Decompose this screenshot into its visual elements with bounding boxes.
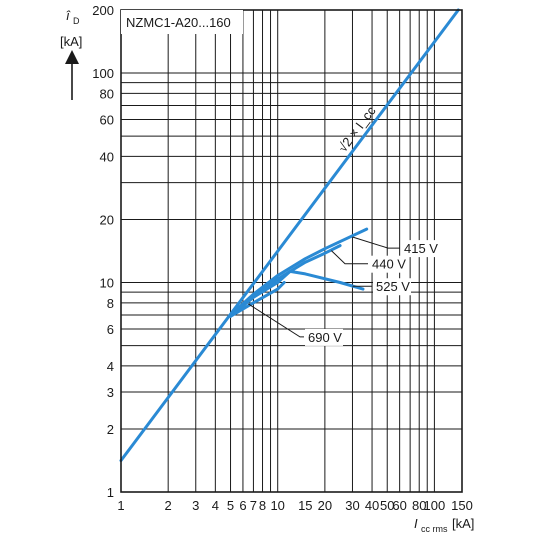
x-tick-label: 20	[318, 498, 332, 513]
x-tick-label: 60	[392, 498, 406, 513]
annotation-690v-label-bg	[305, 328, 343, 346]
curves	[119, 8, 460, 462]
plot-border	[120, 9, 463, 493]
annotation-690v-leader	[248, 303, 304, 338]
annotation-415v-leader	[352, 236, 400, 249]
x-tick-label: 2	[165, 498, 172, 513]
y-axis-arrow-icon	[65, 50, 79, 64]
x-tick-label: 100	[424, 498, 446, 513]
x-tick-label: 4	[212, 498, 219, 513]
annotation-525v-label-bg	[373, 278, 411, 296]
y-tick-label: 2	[107, 422, 114, 437]
series-line-0	[119, 8, 460, 462]
y-tick-label: 4	[107, 359, 114, 374]
y-tick-label: 1	[107, 485, 114, 500]
title-box	[121, 10, 243, 34]
annotation-440v-label-bg	[369, 255, 407, 273]
x-axis-unit: [kA]	[452, 516, 474, 531]
annotation-440v-leader	[331, 250, 368, 265]
x-tick-label: 1	[117, 498, 124, 513]
plot-frame	[120, 9, 463, 493]
x-tick-label: 8	[259, 498, 266, 513]
y-tick-label: 10	[100, 276, 114, 291]
x-tick-label: 5	[227, 498, 234, 513]
y-tick-label: 40	[100, 149, 114, 164]
series-line-4	[229, 281, 286, 318]
y-tick-label: 3	[107, 385, 114, 400]
x-tick-label: 3	[192, 498, 199, 513]
annotation-525v-label: 525 V	[376, 279, 410, 294]
x-axis-symbol: I	[414, 516, 418, 531]
y-tick-label: 6	[107, 322, 114, 337]
x-tick-label: 50	[380, 498, 394, 513]
x-tick-label: 6	[239, 498, 246, 513]
series-line-3	[229, 269, 365, 318]
chart-title: NZMC1-A20...160	[126, 15, 231, 30]
x-tick-label: 150	[451, 498, 473, 513]
y-tick-label: 80	[100, 86, 114, 101]
y-tick-label: 60	[100, 113, 114, 128]
x-axis-subscript: cc rms	[421, 524, 448, 534]
x-tick-label: 15	[298, 498, 312, 513]
y-axis-subscript: D	[73, 16, 80, 26]
annotation-415v-label-bg	[401, 240, 439, 258]
y-axis-unit: [kA]	[60, 34, 82, 49]
annotation-440v-label: 440 V	[372, 257, 406, 272]
y-tick-label: 100	[92, 66, 114, 81]
x-tick-label: 80	[412, 498, 426, 513]
y-tick-label: 20	[100, 212, 114, 227]
y-tick-label: 200	[92, 3, 114, 18]
y-tick-label: 8	[107, 296, 114, 311]
x-tick-label: 10	[270, 498, 284, 513]
annotation-690v-label: 690 V	[308, 330, 342, 345]
x-tick-label: 7	[250, 498, 257, 513]
annotation-415v-label: 415 V	[404, 241, 438, 256]
x-tick-label: 30	[345, 498, 359, 513]
y-axis-symbol: î	[66, 8, 71, 23]
x-tick-label: 40	[365, 498, 379, 513]
